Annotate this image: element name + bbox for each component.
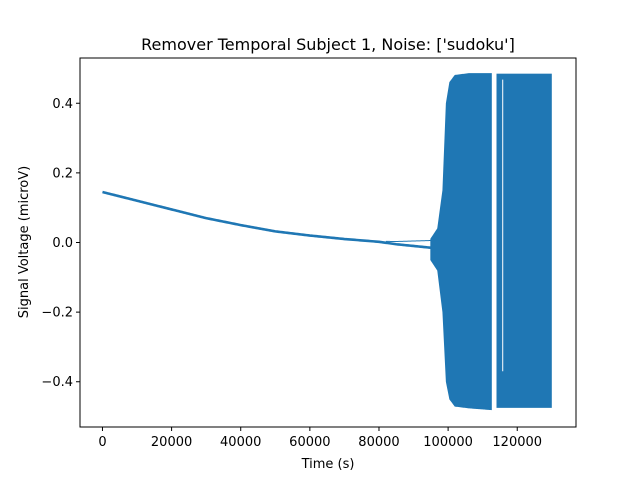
y-axis: −0.4 −0.2 0.0 0.2 0.4 [41, 97, 80, 390]
x-tick-label: 120000 [492, 435, 542, 450]
x-tick-label: 40000 [220, 435, 261, 450]
y-tick-label: 0.4 [52, 97, 73, 112]
y-tick-label: −0.4 [41, 375, 73, 390]
x-tick-label: 80000 [358, 435, 399, 450]
x-tick-label: 20000 [151, 435, 192, 450]
series-signal [102, 73, 552, 411]
x-tick-label: 60000 [289, 435, 330, 450]
x-axis-label: Time (s) [301, 457, 355, 472]
signal-oscillation-band [430, 73, 492, 411]
signal-oscillation-segment [496, 73, 552, 408]
plot-area [102, 73, 552, 411]
y-axis-label: Signal Voltage (microV) [17, 166, 32, 318]
y-tick-label: 0.2 [52, 166, 73, 181]
x-axis: 0 20000 40000 60000 80000 100000 120000 [98, 427, 542, 450]
chart-title: Remover Temporal Subject 1, Noise: ['sud… [141, 35, 515, 54]
y-tick-label: −0.2 [41, 306, 73, 321]
x-tick-label: 100000 [423, 435, 473, 450]
y-tick-label: 0.0 [52, 236, 73, 251]
signal-trend-line [102, 190, 431, 250]
signal-noise-line [385, 239, 434, 242]
x-tick-label: 0 [98, 435, 106, 450]
